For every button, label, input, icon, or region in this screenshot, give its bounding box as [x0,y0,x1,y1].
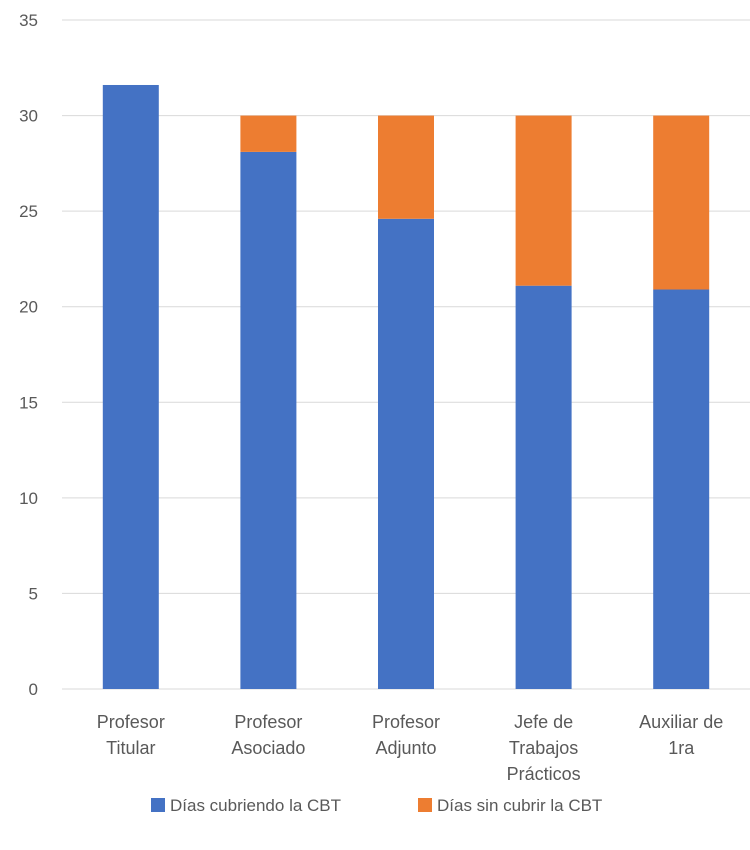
y-tick-label: 25 [19,202,38,221]
bar-cubriendo [240,151,297,690]
bar-sin-cubrir [378,115,434,219]
y-tick-label: 20 [19,298,38,317]
legend-swatch [151,798,165,812]
x-tick-label: Asociado [231,738,305,758]
x-tick-label: Trabajos [509,738,578,758]
legend-label: Días cubriendo la CBT [170,796,341,815]
y-axis-ticks: 0 5 10 15 20 25 30 35 [19,11,38,699]
y-tick-label: 35 [19,11,38,30]
x-tick-label: Profesor [372,712,440,732]
legend-swatch [418,798,432,812]
x-tick-label: Jefe de [514,712,573,732]
y-tick-label: 15 [19,393,38,412]
bar-cubriendo [653,289,710,689]
x-tick-label: 1ra [668,738,695,758]
y-tick-label: 10 [19,489,38,508]
bar-sin-cubrir [653,115,710,290]
bar-sin-cubrir [515,115,572,286]
x-tick-label: Profesor [234,712,302,732]
y-tick-label: 30 [19,107,38,126]
y-tick-label: 5 [29,584,38,603]
bar-cubriendo [102,84,159,689]
legend-label: Días sin cubrir la CBT [437,796,602,815]
bars [102,84,710,690]
x-tick-label: Titular [106,738,155,758]
bar-cubriendo [378,218,434,689]
x-tick-label: Adjunto [375,738,436,758]
y-tick-label: 0 [29,680,38,699]
bar-sin-cubrir [240,115,297,152]
x-axis-labels: Profesor Titular Profesor Asociado Profesor A… [97,712,723,784]
x-tick-label: Prácticos [507,764,581,784]
x-tick-label: Profesor [97,712,165,732]
x-tick-label: Auxiliar de [639,712,723,732]
legend: Días cubriendo la CBT Días sin cubrir la … [151,796,602,815]
bar-cubriendo [515,285,572,689]
